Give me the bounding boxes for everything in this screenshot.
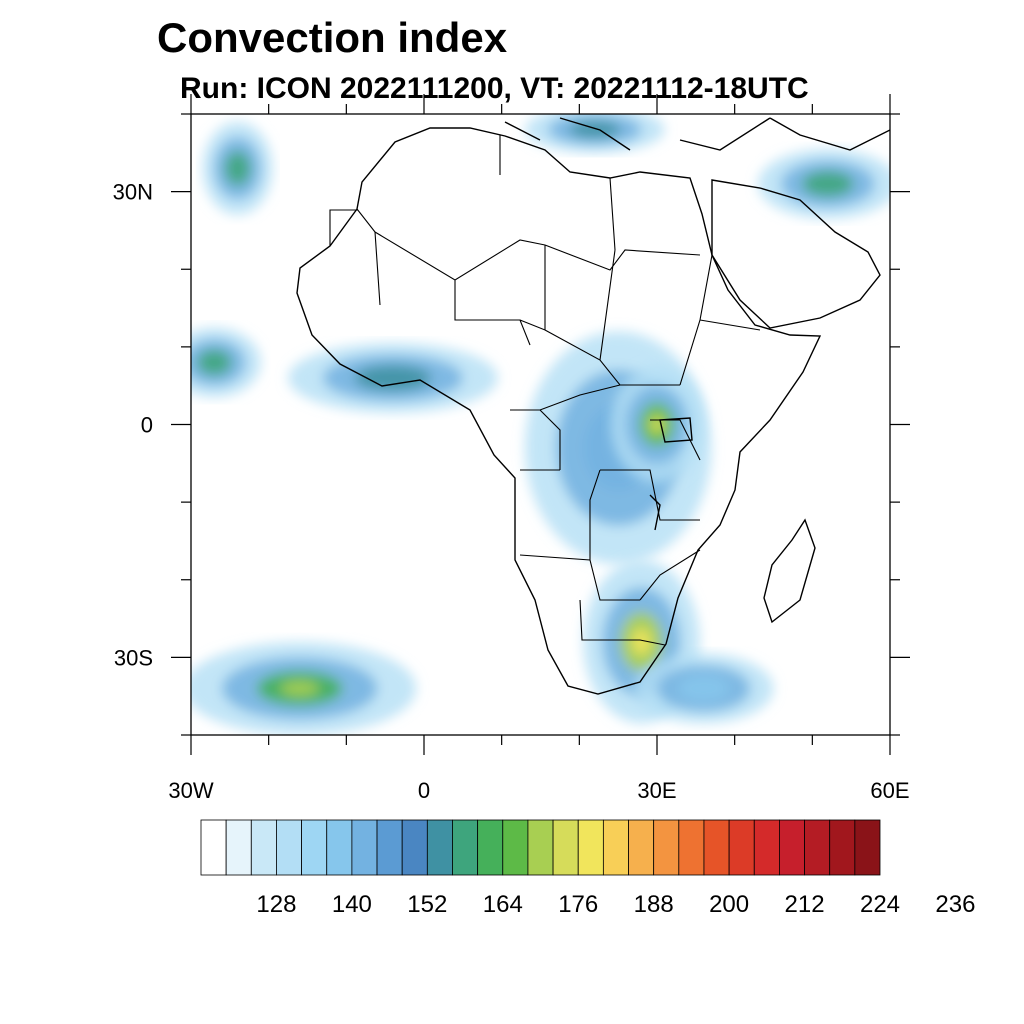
colorbar-swatch xyxy=(301,819,328,876)
colorbar-swatch xyxy=(602,819,629,876)
colorbar-swatch xyxy=(452,819,479,876)
colorbar-swatch xyxy=(653,819,680,876)
colorbar-swatch xyxy=(753,819,780,876)
field-region-west-africa-coast xyxy=(288,342,498,413)
chart-subtitle: Run: ICON 2022111200, VT: 20221112-18UTC xyxy=(180,72,809,105)
field-region-iran-gulf xyxy=(757,148,890,219)
colorbar-label: 164 xyxy=(483,891,523,918)
colorbar-label: 200 xyxy=(709,891,749,918)
colorbar-swatch xyxy=(477,819,504,876)
colorbar-label: 212 xyxy=(785,891,825,918)
colorbar-swatch xyxy=(728,819,755,876)
colorbar-swatch xyxy=(401,819,428,876)
colorbar-label: 140 xyxy=(332,891,372,918)
colorbar-label: 152 xyxy=(407,891,447,918)
colorbar-swatch xyxy=(376,819,403,876)
colorbar-swatch xyxy=(552,819,579,876)
axis-ticks: 30N 0 30S 30W 0 30E 60E xyxy=(113,94,910,803)
colorbar-swatch xyxy=(502,819,529,876)
colorbar-swatch xyxy=(326,819,353,876)
madagascar-coastline xyxy=(763,518,816,624)
field-region-great-lakes xyxy=(610,366,704,483)
lat-tick-label: 30S xyxy=(114,645,153,670)
colorbar-label: 176 xyxy=(558,891,598,918)
lon-tick-label: 60E xyxy=(870,778,909,803)
colorbar-swatch xyxy=(276,819,302,876)
colorbar-label: 188 xyxy=(634,891,674,918)
field-region-south-atlantic xyxy=(191,641,417,735)
colorbar-swatch xyxy=(703,819,730,876)
chart-title: Convection index xyxy=(157,14,508,61)
europe-coastline xyxy=(504,117,890,151)
colorbar-label: 236 xyxy=(935,891,975,918)
colorbar-swatch xyxy=(225,819,252,876)
coastlines-and-borders xyxy=(296,117,890,695)
country-borders xyxy=(329,135,761,646)
field-region-north-atlantic-band xyxy=(202,121,273,215)
colorbar-swatch xyxy=(804,819,831,876)
lat-tick-label: 0 xyxy=(141,413,153,438)
lake-malawi xyxy=(649,494,661,531)
field-region-west-atlantic-eq xyxy=(191,327,261,398)
lake-victoria xyxy=(659,417,693,443)
colorbar-label: 128 xyxy=(256,891,296,918)
colorbar-swatch xyxy=(200,819,227,876)
lon-tick-label: 30W xyxy=(168,778,213,803)
lat-tick-label: 30N xyxy=(113,180,153,205)
lon-tick-label: 30E xyxy=(637,778,676,803)
africa-coastline xyxy=(296,127,822,695)
field-region-mediterranean xyxy=(524,114,665,153)
colorbar-swatch xyxy=(527,819,554,876)
colorbar-swatch xyxy=(829,819,856,876)
lon-tick-label: 0 xyxy=(418,778,430,803)
convection-field xyxy=(191,114,890,735)
colorbar-swatch xyxy=(779,819,805,876)
colorbar-swatch xyxy=(577,819,604,876)
colorbar-swatch xyxy=(628,819,655,876)
colorbar-label: 224 xyxy=(860,891,900,918)
colorbar-swatch xyxy=(426,819,453,876)
colorbar-swatch xyxy=(351,819,378,876)
colorbar-swatch xyxy=(854,819,881,876)
colorbar-swatch xyxy=(678,819,705,876)
colorbar-swatch xyxy=(250,819,277,876)
field-region-mozambique-channel xyxy=(633,653,774,724)
arabia-coastline xyxy=(711,179,881,329)
colorbar: 128 140 152 164 176 188 200 212 224 236 xyxy=(200,819,975,918)
